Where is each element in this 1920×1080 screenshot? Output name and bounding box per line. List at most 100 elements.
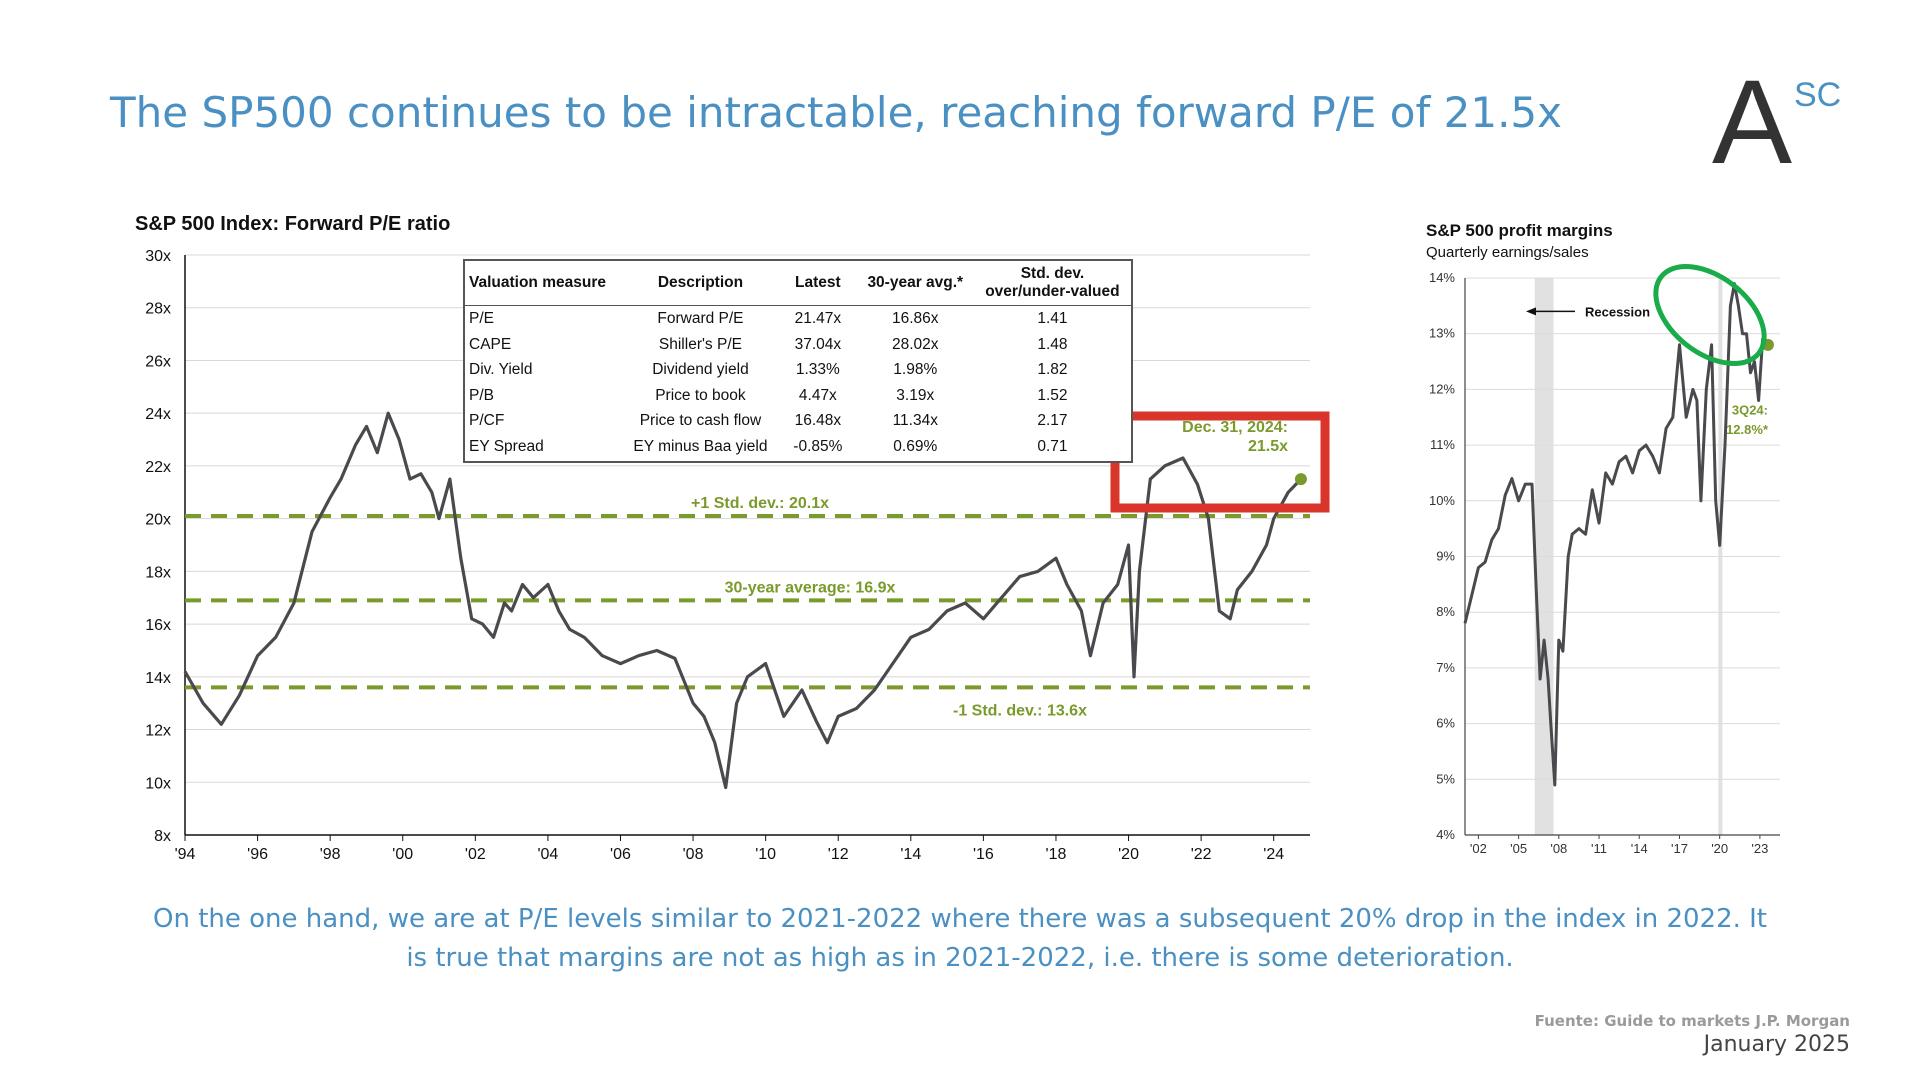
x-tick-label: '12 [828,846,849,863]
highlight-circle [1653,263,1767,367]
table-cell: 1.98% [893,361,938,379]
x-tick-label: '20 [1711,841,1728,856]
table-cell: Div. Yield [469,361,533,379]
y-tick-label: 7% [1436,660,1455,675]
table-cell: P/B [469,386,494,404]
table-row: P/E Forward P/E 21.47x 16.86x 1.41 [465,306,1131,332]
x-tick-label: '94 [175,846,196,863]
table-header: 30-year avg.* [856,261,974,306]
recession-label: Recession [1585,304,1650,319]
side-chart-title: S&P 500 profit margins [1426,221,1613,240]
annotation-label: 3Q24: [1732,402,1768,417]
table-cell: EY Spread [469,437,544,455]
x-tick-label: '98 [320,846,341,863]
x-tick-label: '08 [683,846,704,863]
y-tick-label: 11% [1430,437,1455,452]
y-tick-label: 26x [145,353,171,370]
annotation-value: 21.5x [1248,438,1288,455]
table-row: P/B Price to book 4.47x 3.19x 1.52 [465,383,1131,409]
x-tick-label: '14 [1631,841,1648,856]
x-tick-label: '18 [1046,846,1067,863]
table-cell: 37.04x [794,335,842,353]
table-header: Latest [779,261,857,306]
x-tick-label: '22 [1191,846,1212,863]
table-header: Std. dev. over/under-valued [973,261,1131,306]
annotation-value: 12.8%* [1726,422,1769,437]
table-row: Div. Yield Dividend yield 1.33% 1.98% 1.82 [465,357,1131,383]
table-cell: 4.47x [798,386,837,404]
y-tick-label: 6% [1436,716,1455,731]
reference-line-label: +1 Std. dev.: 20.1x [691,495,829,512]
table-cell: 3.19x [896,386,935,404]
main-chart-title: S&P 500 Index: Forward P/E ratio [135,213,450,235]
y-tick-label: 5% [1436,771,1455,786]
x-tick-label: '02 [1470,841,1487,856]
logo-letter: A [1712,55,1793,189]
x-tick-label: '04 [537,846,558,863]
valuation-table: Valuation measure Description Latest 30-… [463,259,1133,463]
profit-margins-chart: S&P 500 profit margins Quarterly earnings… [1426,221,1780,856]
y-tick-label: 13% [1429,326,1455,341]
table-row: EY Spread EY minus Baa yield -0.85% 0.69% 0.… [465,434,1131,460]
y-tick-label: 22x [145,459,171,476]
table-header: Valuation measure [465,261,622,306]
y-tick-label: 20x [145,512,171,529]
x-tick-label: '10 [755,846,776,863]
table-row: P/CF Price to cash flow 16.48x 11.34x 2.17 [465,408,1131,434]
table-cell: 28.02x [891,335,939,353]
table-cell: CAPE [469,335,512,353]
x-tick-label: '96 [247,846,268,863]
y-tick-label: 14% [1429,270,1455,285]
table-cell: 1.48 [1037,335,1068,353]
latest-point [1294,473,1307,486]
table-cell: 1.52 [1037,386,1068,404]
x-tick-label: '16 [973,846,994,863]
x-tick-label: '17 [1671,841,1688,856]
x-tick-label: '02 [465,846,486,863]
y-tick-label: 8% [1436,604,1455,619]
table-cell: EY minus Baa yield [633,437,768,455]
y-tick-label: 14x [145,670,171,687]
table-cell: Dividend yield [652,361,749,379]
x-tick-label: '23 [1751,841,1768,856]
slide-title: The SP500 continues to be intractable, r… [110,88,1562,137]
x-tick-label: '00 [392,846,413,863]
y-tick-label: 12% [1429,381,1455,396]
x-tick-label: '08 [1550,841,1567,856]
y-tick-label: 10% [1429,493,1455,508]
arrow-head-icon [1526,307,1536,316]
reference-line-label: 30-year average: 16.9x [725,579,896,596]
table-cell: -0.85% [793,437,843,455]
table-cell: Price to book [655,386,746,404]
annotation-label: Dec. 31, 2024: [1182,419,1288,436]
x-tick-label: '05 [1510,841,1527,856]
x-tick-label: '06 [610,846,631,863]
y-tick-label: 4% [1436,827,1455,842]
y-tick-label: 24x [145,406,171,423]
table-header-row: Valuation measure Description Latest 30-… [465,261,1131,306]
table-cell: Price to cash flow [639,412,762,430]
side-chart-subtitle: Quarterly earnings/sales [1426,244,1589,261]
table-cell: 1.41 [1037,310,1068,328]
y-tick-label: 30x [145,248,171,265]
slide-caption: On the one hand, we are at P/E levels si… [152,904,1768,973]
slide-date: January 2025 [1703,1032,1850,1057]
y-tick-label: 12x [145,723,171,740]
table-cell: 1.33% [795,361,840,379]
pe-series-line [183,411,1303,790]
table-cell: 2.17 [1037,412,1068,430]
table-cell: 1.82 [1037,361,1068,379]
table-cell: Shiller's P/E [658,335,742,353]
reference-line-label: -1 Std. dev.: 13.6x [953,702,1087,719]
table-cell: 0.71 [1037,437,1068,455]
table-header: Description [621,261,779,306]
x-tick-label: '20 [1118,846,1139,863]
company-logo: A SC [1712,55,1841,189]
y-tick-label: 28x [145,301,171,318]
table-cell: 16.86x [891,310,939,328]
x-tick-label: '14 [900,846,921,863]
table-cell: P/E [469,310,494,328]
y-tick-label: 16x [145,617,171,634]
table-row: CAPE Shiller's P/E 37.04x 28.02x 1.48 [465,332,1131,358]
margin-series-line [1463,282,1769,787]
